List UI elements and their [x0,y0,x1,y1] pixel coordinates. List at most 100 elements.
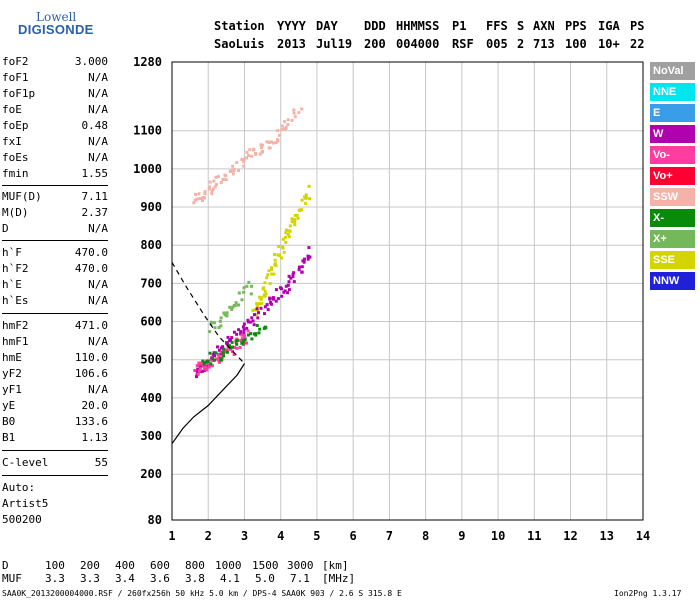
y-tick-label: 400 [140,391,162,405]
trace-point [290,118,294,122]
trace-point [263,281,267,285]
trace-point [287,288,291,292]
trace-point [283,235,287,239]
header-label-station: Station [214,19,265,33]
trace-point [270,266,273,270]
trace-point [231,164,235,168]
trace-point [227,344,231,348]
trace-point [297,268,301,272]
trace-point [206,362,210,365]
trace-point [242,158,246,162]
trace-point [211,364,214,368]
trace-point [258,302,262,305]
trace-point [220,345,224,349]
trace-point [229,169,233,173]
trace-point [280,124,284,128]
trace-point [212,321,216,325]
trace-point [287,274,291,278]
header-value-pps: 100 [565,37,587,51]
muf-d-3000: 3000 [287,559,314,572]
trace-point [221,177,225,181]
trace-point [291,274,295,278]
param-value: 1.55 [81,167,109,180]
auto-version: 500200 [2,513,42,526]
x-tick-label: 5 [313,529,320,543]
param-name: foF2 [2,55,29,68]
trace-point [264,292,268,296]
trace-point [208,185,211,189]
trace-point [210,192,214,196]
trace-point [255,313,258,317]
trace-point [195,375,198,379]
trace-point [259,306,263,310]
muf-value-800: 3.8 [185,572,205,585]
trace-point [217,353,221,357]
trace-point [239,330,243,334]
trace-point [204,366,208,369]
trace-point [208,351,212,355]
trace-point [231,172,235,176]
trace-point [247,154,250,158]
trace-point [197,369,201,373]
trace-point [203,190,207,194]
trace-point [293,115,297,119]
trace-point [208,363,211,367]
trace-point [220,356,224,360]
param-name: B0 [2,415,16,428]
trace-point [217,359,221,363]
legend-item-sse: SSE [650,251,695,269]
trace-point [216,175,220,179]
param-name: foF1 [2,71,29,84]
trace-point [288,229,292,233]
y-tick-label: 1100 [133,124,162,138]
param-value: N/A [88,335,108,348]
trace-point [280,294,284,298]
trace-point [306,257,310,261]
param-value: 133.6 [74,415,108,428]
x-tick-label: 9 [458,529,465,543]
trace-point [245,150,249,154]
header-value-axn: 713 [533,37,555,51]
muf-d-unit: [km] [322,559,349,572]
trace-point [222,347,226,351]
trace-point [234,301,238,305]
trace-point [197,192,201,196]
trace-point [228,305,232,309]
header-value-p1: RSF [452,37,474,51]
trace-point [292,280,296,284]
trace-point [265,276,269,280]
trace-point [307,184,311,188]
param-value: N/A [88,151,108,164]
trace-point [290,217,294,221]
param-name: D [2,222,9,235]
trace-point [248,148,252,152]
trace-point [296,216,300,220]
trace-point [207,365,211,369]
trace-point [287,280,291,284]
trace-point [201,199,204,202]
param-name: foEs [2,151,29,164]
trace-point [284,284,288,288]
trace-point [215,183,218,186]
y-tick-label: 200 [140,467,162,481]
trace-point [249,332,253,336]
trace-point [242,290,246,294]
param-value: 2.37 [81,206,109,219]
trace-point [192,201,196,205]
trace-point [235,161,239,165]
param-row: foF1 N/A [2,71,108,87]
param-row: h`F 470.0 [2,246,108,262]
param-name: h`E [2,278,22,291]
header-label-pps: PPS [565,19,587,33]
param-value: 110.0 [74,351,108,364]
trace-point [284,240,288,244]
trace-point [252,147,256,151]
trace-point [252,323,256,327]
legend-item-x-plus: X+ [650,230,695,248]
auto-program: Artist5 [2,497,49,510]
header-value-day: Jul19 [316,37,353,51]
trace-point [286,283,290,287]
trace-point [291,273,295,277]
param-value: 470.0 [74,262,108,275]
y-tick-label: 80 [148,513,162,527]
